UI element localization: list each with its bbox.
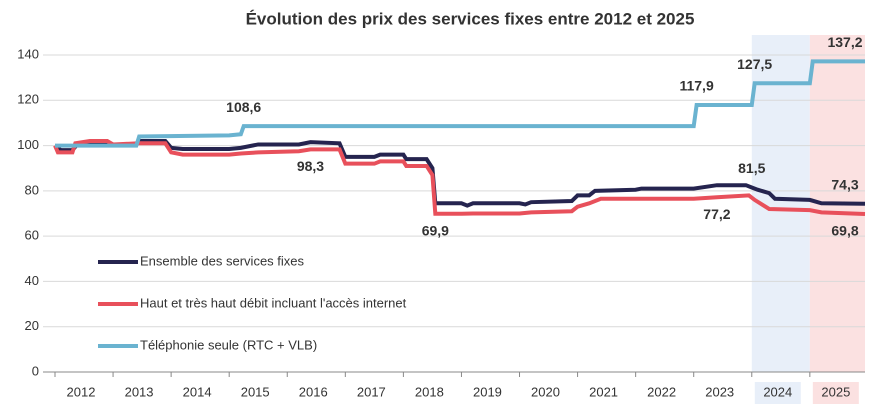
legend-label: Haut et très haut débit incluant l'accès…: [140, 295, 407, 310]
y-tick-label: 80: [25, 182, 39, 197]
value-label: 108,6: [226, 99, 261, 115]
y-tick-label: 60: [25, 228, 39, 243]
x-tick-label: 2020: [531, 384, 560, 399]
value-label: 77,2: [703, 206, 730, 222]
x-tick-label: 2017: [357, 384, 386, 399]
series-line: [53, 139, 866, 208]
y-tick-label: 120: [17, 92, 39, 107]
y-tick-label: 140: [17, 46, 39, 61]
x-tick-label: 2012: [67, 384, 96, 399]
value-label: 117,9: [679, 78, 713, 94]
x-tick-label: 2018: [415, 384, 444, 399]
x-tick-label: 2014: [183, 384, 212, 399]
legend-label: Ensemble des services fixes: [140, 253, 305, 268]
x-tick-label: 2025: [821, 384, 850, 399]
x-tick-label: 2023: [705, 384, 734, 399]
x-tick-label: 2024: [763, 384, 792, 399]
x-tick-label: 2021: [589, 384, 618, 399]
value-label: 74,3: [831, 176, 858, 192]
x-tick-label: 2022: [647, 384, 676, 399]
value-label: 127,5: [737, 56, 772, 72]
value-label: 69,8: [831, 223, 858, 239]
series-line: [55, 59, 865, 148]
legend-label: Téléphonie seule (RTC + VLB): [140, 337, 317, 352]
value-label: 137,2: [827, 34, 862, 50]
value-label: 69,9: [422, 222, 449, 238]
highlight-tick-box: [754, 382, 801, 404]
y-tick-label: 20: [25, 318, 39, 333]
y-tick-label: 0: [32, 363, 39, 378]
value-label: 81,5: [738, 160, 765, 176]
y-tick-label: 40: [25, 273, 39, 288]
x-tick-label: 2013: [125, 384, 154, 399]
y-tick-label: 100: [17, 137, 39, 152]
x-tick-label: 2019: [473, 384, 502, 399]
chart-title: Évolution des prix des services fixes en…: [246, 9, 695, 28]
highlight-tick-box: [812, 382, 859, 404]
x-tick-label: 2016: [299, 384, 328, 399]
value-label: 98,3: [297, 158, 324, 174]
x-tick-label: 2015: [241, 384, 270, 399]
